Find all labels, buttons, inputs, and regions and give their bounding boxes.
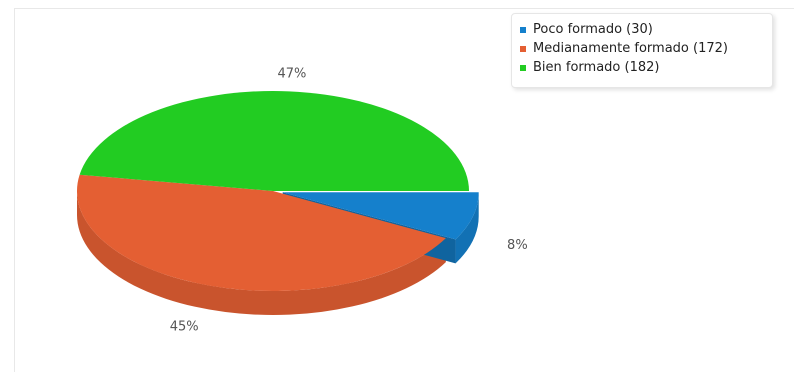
legend-item-medianamente-formado[interactable]: Medianamente formado (172) <box>520 39 772 58</box>
pie-slice-side-poco-formado <box>455 192 479 264</box>
legend-swatch-poco-formado <box>520 26 526 33</box>
legend-item-poco-formado[interactable]: Poco formado (30) <box>520 20 772 39</box>
pie-slice-side-medianamente-formado <box>76 191 446 315</box>
percent-label-medianamente-formado: 45% <box>170 320 199 335</box>
pie-slice-bien-formado[interactable] <box>79 91 469 191</box>
percent-label-poco-formado: 8% <box>507 238 528 253</box>
legend-item-bien-formado[interactable]: Bien formado (182) <box>520 58 772 77</box>
chart-legend: Poco formado (30) Medianamente formado (… <box>511 13 773 88</box>
percent-label-bien-formado: 47% <box>277 66 306 81</box>
legend-swatch-medianamente-formado <box>520 45 526 52</box>
legend-swatch-bien-formado <box>520 64 526 71</box>
legend-label-bien-formado: Bien formado (182) <box>533 60 660 75</box>
legend-label-medianamente-formado: Medianamente formado (172) <box>533 41 728 56</box>
legend-label-poco-formado: Poco formado (30) <box>533 22 653 37</box>
pie-slice-poco-formado[interactable] <box>282 192 479 240</box>
pie-slice-medianamente-formado[interactable] <box>76 174 446 291</box>
